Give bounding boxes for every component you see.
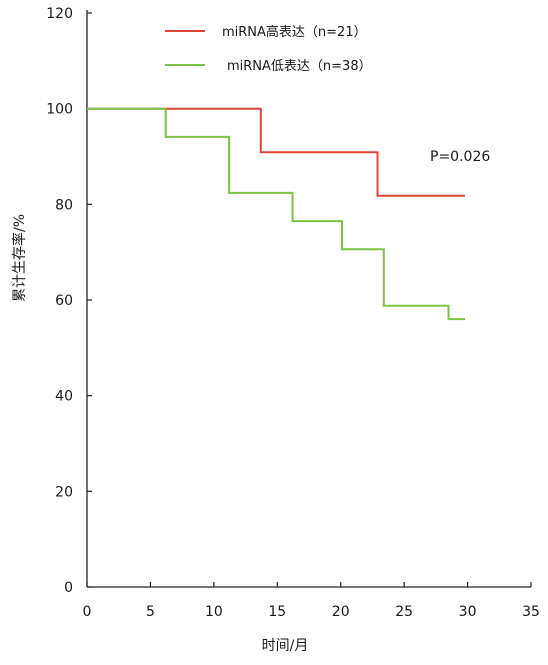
x-tick-label: 35 (522, 604, 540, 620)
x-tick-label: 10 (205, 604, 223, 620)
y-tick-label: 100 (46, 102, 73, 118)
y-tick-label: 40 (55, 389, 73, 405)
y-tick-label: 60 (55, 293, 73, 309)
x-tick-label: 25 (395, 604, 413, 620)
p-value-annotation: P=0.026 (430, 149, 490, 165)
legend-label: miRNA高表达（n=21） (222, 24, 367, 40)
y-tick-label: 20 (55, 484, 73, 500)
x-tick-label: 15 (268, 604, 286, 620)
legend: miRNA高表达（n=21） miRNA低表达（n=38） (165, 24, 372, 74)
y-tick-label: 0 (64, 580, 73, 596)
x-tick-label: 20 (332, 604, 350, 620)
series-line-high-expression (87, 107, 465, 197)
legend-label: miRNA低表达（n=38） (227, 59, 372, 74)
series-line-low-expression (87, 107, 465, 321)
y-axis: 0 20 40 60 80 100 120 (46, 6, 92, 596)
x-tick-label: 0 (83, 604, 92, 620)
x-axis-title: 时间/月 (262, 638, 309, 654)
x-tick-label: 30 (459, 604, 477, 620)
y-tick-label: 120 (46, 6, 73, 22)
x-axis: 0 5 10 15 20 25 30 35 (83, 582, 540, 620)
y-axis-title: 累计生存率/% (11, 214, 28, 302)
y-tick-label: 80 (55, 197, 73, 213)
x-tick-label: 5 (146, 604, 155, 620)
series-layer (87, 107, 465, 321)
